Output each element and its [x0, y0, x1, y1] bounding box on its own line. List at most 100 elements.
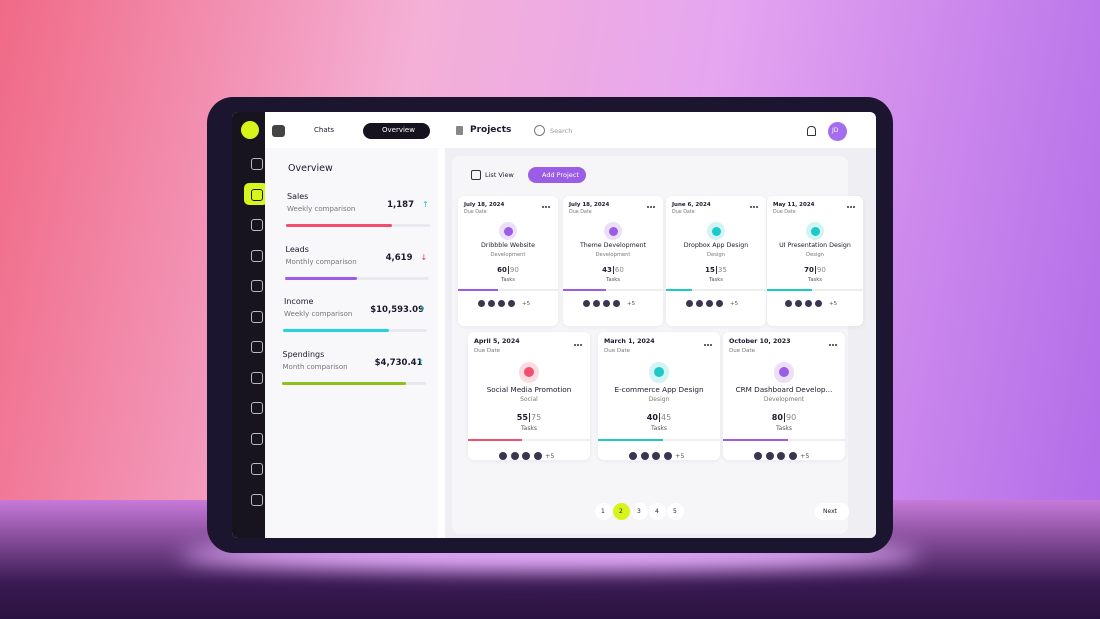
avatar[interactable] [828, 122, 847, 141]
project-card[interactable]: March 1, 2024 Due Date E-commerce App Desi… [598, 332, 720, 460]
card-tasks: Tasks [606, 277, 620, 283]
menu-dot[interactable] [542, 206, 544, 208]
logo[interactable] [241, 121, 259, 139]
stat-label: Spendings [282, 349, 325, 359]
list-view[interactable]: List View [485, 171, 514, 179]
card-tasks: Tasks [808, 277, 822, 283]
nav-icon[interactable] [251, 463, 263, 475]
next-button[interactable] [815, 503, 849, 520]
menu-dot[interactable] [756, 206, 758, 208]
menu-dot[interactable] [835, 343, 837, 346]
tab-active[interactable] [363, 123, 430, 139]
tab[interactable]: Chats [314, 126, 335, 134]
nav-icon[interactable] [251, 432, 263, 445]
menu-dot[interactable] [832, 343, 834, 346]
progress-bar [563, 289, 606, 291]
stat-value: $4,730.41 [374, 357, 423, 368]
member-avatar [788, 451, 797, 460]
menu-dot[interactable] [829, 343, 831, 346]
project-card[interactable]: June 6, 2024 Due Date Dropbox App Design De… [666, 196, 766, 326]
stat-value: $10,593.09 [370, 305, 424, 315]
menu-dot[interactable] [653, 206, 655, 208]
card-extra: +5 [800, 452, 810, 460]
card-extra: +5 [627, 301, 636, 307]
card-tasks: Tasks [521, 425, 537, 433]
menu-dot[interactable] [704, 343, 706, 346]
card-total: 45 [660, 412, 672, 422]
progress-track [767, 289, 863, 291]
menu-dot[interactable] [710, 343, 712, 346]
add-label[interactable]: Add Project [542, 171, 579, 179]
menu-dot[interactable] [707, 343, 709, 346]
separator [814, 266, 816, 274]
stat-bar [286, 224, 392, 227]
stat-sub: Weekly comparison [287, 205, 356, 213]
project-card[interactable]: April 5, 2024 Due Date Social Media Promot… [468, 332, 590, 460]
page-number[interactable]: 2 [619, 508, 623, 515]
nav-icon[interactable] [251, 188, 263, 201]
tab-label[interactable]: Overview [382, 126, 415, 134]
card-title: Dropbox App Design [683, 242, 749, 249]
menu-dot[interactable] [750, 206, 752, 208]
menu-dot[interactable] [577, 343, 579, 346]
menu-dot[interactable] [753, 206, 755, 208]
page-button[interactable] [613, 503, 630, 520]
progress-track [666, 289, 766, 291]
member-avatar [478, 300, 485, 307]
page-button[interactable] [649, 503, 666, 520]
page-number[interactable]: 1 [601, 508, 605, 515]
nav-icon[interactable] [251, 371, 263, 384]
card-date: May 11, 2024 [773, 202, 815, 208]
project-card[interactable]: October 10, 2023 Due Date CRM Dashboard De… [723, 332, 845, 460]
nav-icon[interactable] [251, 280, 263, 292]
page-number[interactable]: 5 [673, 508, 677, 515]
card-due: Due Date [729, 348, 756, 355]
bell[interactable] [807, 126, 816, 136]
page-number[interactable]: 4 [655, 508, 659, 515]
card-icon-core [653, 367, 665, 378]
project-card[interactable]: May 11, 2024 Due Date UI Presentation Desi… [767, 196, 863, 326]
page-button[interactable] [667, 503, 684, 520]
nav-icon[interactable] [251, 249, 263, 262]
nav-icon[interactable] [251, 219, 263, 231]
collapse[interactable] [272, 125, 285, 137]
menu-dot[interactable] [850, 206, 852, 208]
project-card[interactable]: July 18, 2024 Due Date Theme Development De… [563, 196, 663, 326]
progress-track [468, 438, 590, 441]
menu-dot[interactable] [574, 343, 576, 346]
page-button[interactable] [595, 503, 612, 520]
page-button[interactable] [631, 503, 648, 520]
separator [528, 412, 530, 422]
search-icon[interactable] [534, 125, 545, 136]
add-button[interactable] [528, 167, 586, 183]
card-title: Dribbble Website [481, 242, 535, 249]
menu-dot[interactable] [580, 343, 582, 346]
nav-icon[interactable] [251, 158, 263, 170]
search[interactable]: Search [550, 127, 573, 135]
menu-dot[interactable] [545, 206, 547, 208]
nav-icon[interactable] [251, 402, 263, 414]
page-number[interactable]: 3 [637, 508, 641, 515]
nav-icon[interactable] [251, 493, 263, 506]
nav-icon[interactable] [251, 310, 263, 323]
card-total: 60 [614, 266, 624, 274]
menu-dot[interactable] [647, 206, 649, 208]
stat-bar [281, 381, 406, 385]
stat-value: 1,187 [387, 200, 414, 210]
card-date: June 6, 2024 [672, 202, 711, 208]
card-extra: +5 [675, 452, 685, 460]
card-date: October 10, 2023 [729, 338, 791, 345]
card-total: 90 [816, 266, 826, 274]
menu-dot[interactable] [847, 206, 849, 208]
next[interactable]: Next [823, 508, 837, 515]
menu-dot[interactable] [548, 206, 550, 208]
progress-track [563, 289, 663, 291]
project-card[interactable]: July 18, 2024 Due Date Dribbble Website Dev… [458, 196, 558, 326]
progress-bar [666, 289, 692, 291]
list-icon[interactable] [471, 170, 481, 180]
menu-dot[interactable] [853, 206, 855, 208]
member-avatar [498, 300, 505, 307]
nav-icon[interactable] [251, 341, 263, 353]
menu-dot[interactable] [650, 206, 652, 208]
card-count: 70 90 [767, 266, 863, 274]
